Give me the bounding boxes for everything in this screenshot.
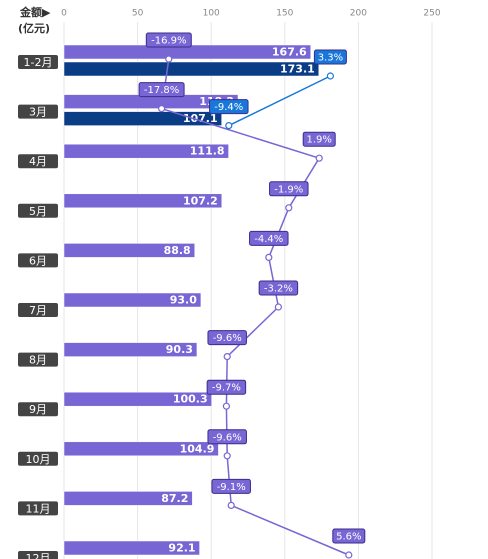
unit-label: (亿元) — [18, 21, 50, 35]
growth-point — [223, 452, 231, 460]
growth-point — [225, 121, 233, 130]
growth-point — [165, 55, 173, 63]
growth-point — [223, 353, 231, 361]
growth-point — [265, 253, 273, 261]
category-badge — [18, 55, 58, 69]
growth-point — [285, 204, 293, 212]
growth-label: -9.1% — [217, 482, 246, 493]
category-badge — [18, 501, 58, 516]
growth-label: 1.9% — [306, 135, 331, 146]
growth-point — [345, 551, 353, 559]
value-label: 111.8 — [190, 145, 225, 158]
category-label: 4月 — [29, 155, 47, 168]
growth-badge — [211, 478, 251, 494]
category-label: 12月 — [26, 552, 51, 559]
category-badge — [18, 551, 58, 559]
category-label: 7月 — [29, 304, 47, 317]
bar — [63, 391, 212, 407]
category-label: 5月 — [29, 205, 47, 218]
value-label: 93.0 — [170, 294, 197, 307]
growth-badge — [332, 528, 366, 544]
axis-label: 金额▶ — [19, 5, 51, 19]
value-label: 92.1 — [168, 542, 195, 555]
bar — [63, 61, 320, 77]
category-label: 6月 — [29, 254, 47, 267]
growth-label: 3.3% — [318, 53, 343, 64]
value-label: 107.1 — [183, 112, 218, 125]
bar — [63, 441, 219, 457]
x-tick-label: 0 — [61, 9, 67, 19]
growth-label: -9.6% — [213, 333, 242, 344]
growth-point — [274, 303, 282, 311]
category-label: 11月 — [26, 502, 51, 515]
value-label: 88.8 — [164, 244, 191, 257]
category-label: 9月 — [29, 403, 47, 416]
value-label: 107.2 — [183, 194, 218, 207]
growth-label: -1.9% — [274, 184, 303, 195]
value-label: 100.3 — [173, 393, 208, 406]
bar — [63, 193, 223, 209]
growth-point — [222, 402, 230, 410]
growth-badge — [138, 82, 185, 98]
category-label: 10月 — [26, 453, 51, 466]
category-badge — [18, 352, 58, 367]
growth-point — [158, 104, 166, 113]
growth-label: -9.4% — [214, 102, 243, 113]
growth-badge — [313, 49, 347, 65]
value-label: 87.2 — [161, 492, 188, 505]
growth-badge — [258, 280, 299, 296]
growth-badge — [207, 429, 247, 445]
growth-label: -9.6% — [213, 432, 242, 443]
value-label: 173.1 — [280, 63, 315, 76]
category-badge — [18, 203, 58, 218]
x-tick-label: 50 — [132, 9, 144, 19]
growth-point — [326, 72, 334, 80]
growth-badge — [207, 330, 247, 346]
growth-label: 5.6% — [336, 532, 361, 543]
category-badge — [18, 104, 58, 119]
category-badge — [18, 303, 58, 317]
value-label: 104.9 — [180, 442, 215, 455]
growth-label: -4.4% — [254, 234, 283, 245]
growth-point — [315, 154, 323, 162]
growth-label: -3.2% — [264, 284, 293, 295]
growth-badge — [206, 379, 247, 395]
growth-badge — [145, 32, 192, 48]
value-label: 167.6 — [272, 46, 307, 59]
growth-point — [227, 501, 235, 509]
growth-label: -9.7% — [212, 383, 241, 394]
bar — [63, 491, 193, 506]
category-label: 3月 — [29, 106, 47, 119]
x-tick-label: 150 — [276, 9, 293, 19]
growth-badge — [249, 230, 289, 246]
bar — [63, 540, 200, 556]
category-badge — [18, 253, 58, 268]
bar — [63, 342, 198, 357]
x-tick-label: 200 — [350, 9, 367, 19]
growth-badge — [269, 181, 309, 197]
category-badge — [18, 451, 58, 466]
growth-badge — [302, 131, 336, 147]
x-tick-label: 250 — [423, 9, 440, 19]
bar — [63, 143, 229, 159]
category-label: 8月 — [29, 354, 47, 367]
x-tick-label: 100 — [203, 9, 220, 19]
category-badge — [18, 154, 58, 169]
bar — [63, 243, 195, 258]
bar — [63, 292, 202, 308]
category-label: 1-2月 — [24, 56, 53, 69]
growth-label: -17.8% — [144, 85, 179, 96]
growth-badge — [209, 99, 249, 115]
category-badge — [18, 402, 58, 417]
growth-label: -16.9% — [151, 36, 186, 47]
value-label: 90.3 — [166, 343, 193, 356]
growth-line — [228, 75, 331, 127]
